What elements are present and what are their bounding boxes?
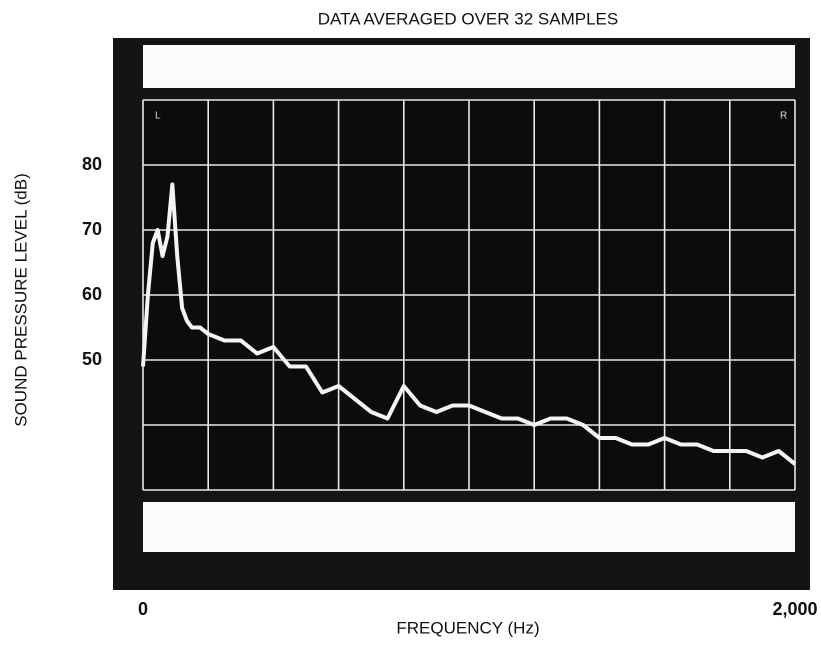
trace-group: [141, 182, 797, 466]
x-tick-label: 2,000: [772, 599, 817, 619]
y-tick-label: 60: [82, 284, 102, 304]
graticule: [142, 99, 796, 491]
trace-line: [141, 182, 797, 466]
y-tick-label: 70: [82, 219, 102, 239]
x-axis-label: FREQUENCY (Hz): [396, 618, 539, 637]
chart-title: DATA AVERAGED OVER 32 SAMPLES: [318, 9, 618, 28]
annotation: L: [155, 111, 161, 122]
y-tick-label: 80: [82, 154, 102, 174]
bottom-strip: [143, 502, 795, 552]
annotation: R: [780, 111, 787, 122]
y-tick-label: 50: [82, 349, 102, 369]
x-tick-label: 0: [138, 599, 148, 619]
top-strip: [143, 45, 795, 88]
y-axis-label: SOUND PRESSURE LEVEL (dB): [11, 173, 30, 427]
